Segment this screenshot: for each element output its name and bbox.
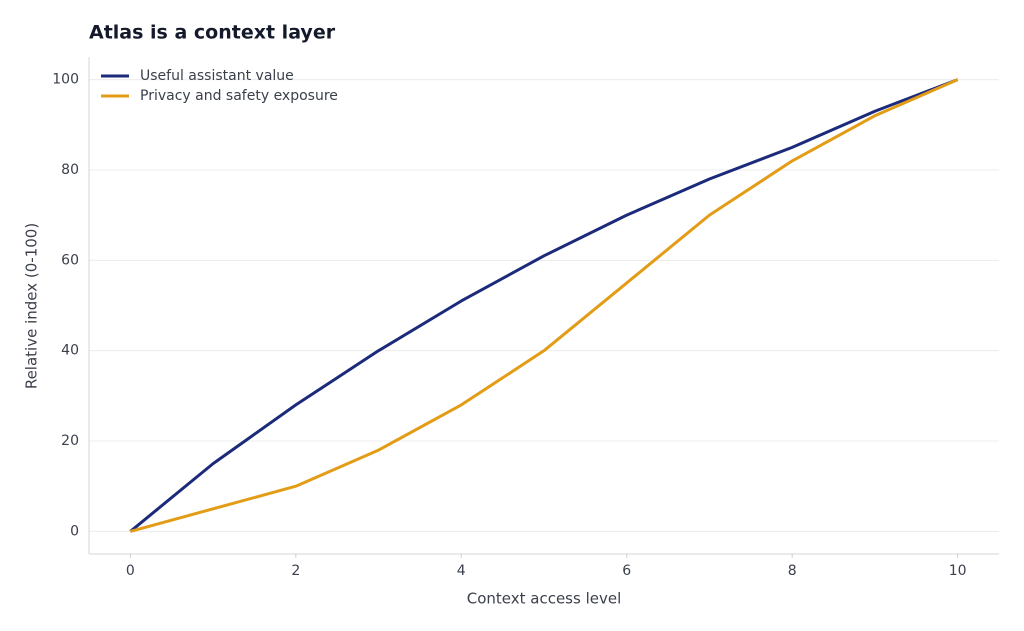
y-tick-label: 40: [61, 343, 79, 359]
y-tick-label: 60: [61, 252, 79, 268]
y-tick-label: 0: [70, 523, 79, 539]
series-line: [129, 78, 959, 533]
x-tick-label: 0: [126, 563, 135, 579]
y-tick-label: 80: [61, 162, 79, 178]
y-tick-label: 20: [61, 433, 79, 449]
y-tick-label: 100: [52, 72, 79, 88]
x-tick-label: 4: [457, 563, 466, 579]
chart-title: Atlas is a context layer: [89, 22, 336, 44]
legend-label: Privacy and safety exposure: [140, 88, 338, 104]
x-tick-label: 2: [291, 563, 300, 579]
y-axis-label: Relative index (0-100): [23, 223, 41, 389]
x-tick-label: 8: [788, 563, 797, 579]
series-line: [129, 78, 959, 533]
x-tick-label: 6: [622, 563, 631, 579]
x-tick-label: 10: [949, 563, 967, 579]
x-axis-label: Context access level: [467, 590, 622, 608]
legend-label: Useful assistant value: [140, 68, 294, 84]
